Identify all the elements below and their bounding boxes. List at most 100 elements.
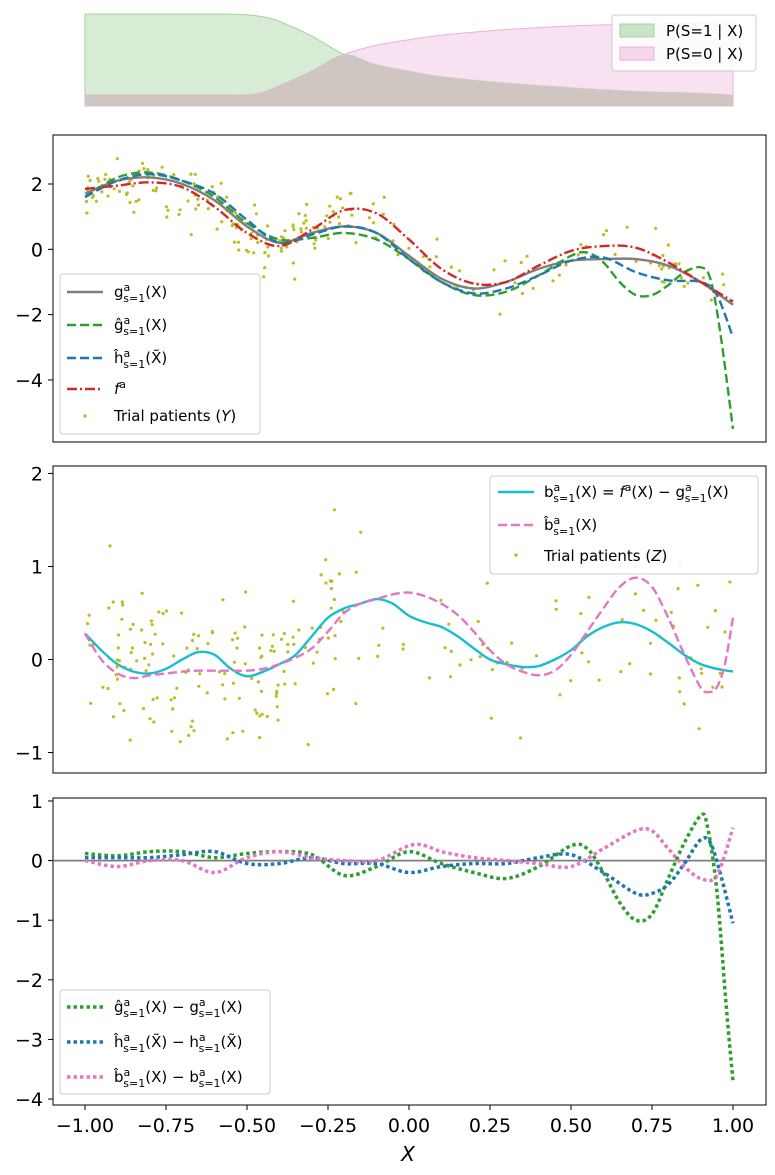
bias-point (534, 654, 539, 658)
outcome-point (210, 185, 214, 189)
outcome-point (660, 267, 664, 271)
bias-point (190, 638, 195, 643)
bias-point (116, 633, 121, 637)
outcome-point (160, 165, 164, 169)
outcome-point (326, 236, 330, 241)
bias-point (449, 675, 453, 679)
outcome-point (435, 237, 439, 241)
outcome-point (112, 187, 116, 191)
outcome-point (85, 199, 89, 204)
bias-point (259, 689, 264, 694)
outcome-point (140, 161, 145, 165)
bias-point (258, 714, 262, 718)
bias-point (205, 691, 209, 695)
errors-ytick-label: −2 (15, 970, 43, 992)
bias-point (270, 644, 274, 648)
bias-point (155, 696, 159, 700)
outcome-point (293, 277, 297, 281)
outcome-point (721, 272, 725, 276)
bias-point (276, 718, 280, 722)
bias-point (276, 683, 280, 687)
outcome-point (164, 205, 168, 209)
outcome-point (263, 266, 267, 270)
bias-point (150, 623, 154, 627)
bias-point (449, 649, 453, 654)
bias-point (169, 698, 173, 702)
outcome-point (337, 215, 341, 219)
outcome-point (118, 189, 122, 193)
outcome-point (299, 230, 303, 234)
outcome-point (233, 211, 238, 215)
outcome-point (127, 180, 131, 184)
outcome-point (196, 197, 200, 201)
outcome-point (215, 227, 219, 231)
bias-point (275, 705, 279, 709)
bias-frame (52, 465, 767, 774)
bias-point (135, 659, 139, 663)
bias-point (439, 598, 443, 602)
outcome-point (186, 199, 190, 203)
errors-xtick-label: −1.00 (56, 1115, 114, 1137)
outcome-point (350, 213, 354, 217)
legend-label-b: ba s=1(X) = fa(X) − ga s=1(X) (544, 481, 729, 505)
bias-point (720, 685, 724, 689)
bias-point (148, 717, 152, 721)
bias-point (332, 687, 336, 692)
bias-point (250, 676, 254, 681)
bias-point (153, 632, 157, 636)
errors-xtick-label: 0.00 (388, 1115, 430, 1137)
bias-point (333, 634, 337, 638)
outcome-point (124, 192, 128, 197)
propensity-panel (84, 13, 734, 107)
outcome-point (557, 273, 562, 277)
bias-point (443, 646, 447, 650)
outcome-point (97, 179, 101, 183)
outcome-line-1 (84, 171, 735, 430)
bias-point (141, 706, 146, 711)
bias-point (478, 655, 482, 659)
outcome-point (192, 182, 196, 186)
outcome-point (278, 239, 282, 243)
bias-point (195, 647, 199, 651)
outcome-point (305, 202, 309, 207)
bias-panel: −1 0 1 2 (15, 463, 767, 774)
bias-point (151, 652, 155, 656)
bias-point (230, 638, 235, 642)
errors-xtick-label: 0.75 (631, 1115, 673, 1137)
bias-point (187, 733, 191, 738)
bias-point (325, 692, 329, 696)
bias-point (291, 599, 296, 603)
bias-point (258, 646, 262, 650)
outcome-point (682, 284, 686, 288)
bias-point (171, 707, 175, 711)
outcome-point (134, 199, 138, 203)
bias-point (324, 581, 328, 585)
outcome-legend: ga s=1(X) ĝa s=1(X) ĥa s=1(X̃) fa Trial pat… (59, 273, 261, 435)
bias-point (243, 625, 247, 629)
bias-point (642, 608, 646, 613)
bias-point (243, 590, 248, 594)
errors-line-1 (85, 835, 735, 924)
errors-xtick-label: 0.25 (469, 1115, 511, 1137)
outcome-point (503, 259, 507, 263)
errors-ytick-label: 0 (31, 851, 43, 873)
bias-point (286, 642, 290, 647)
outcome-point (232, 240, 236, 244)
bias-ytick-label: −1 (15, 743, 43, 765)
outcome-point (604, 229, 609, 233)
bias-point (144, 669, 148, 673)
outcome-point (304, 226, 308, 230)
outcome-point (354, 241, 358, 245)
bias-point (354, 702, 358, 706)
bias-point (696, 583, 700, 588)
outcome-point (194, 207, 198, 211)
bias-point (569, 679, 573, 683)
bias-point (293, 682, 297, 686)
bias-point (129, 650, 133, 655)
outcome-point (634, 259, 638, 264)
bias-point (265, 714, 269, 719)
outcome-point (531, 286, 535, 290)
bias-point (101, 685, 105, 689)
outcome-point (189, 172, 193, 176)
outcome-point (254, 212, 258, 216)
